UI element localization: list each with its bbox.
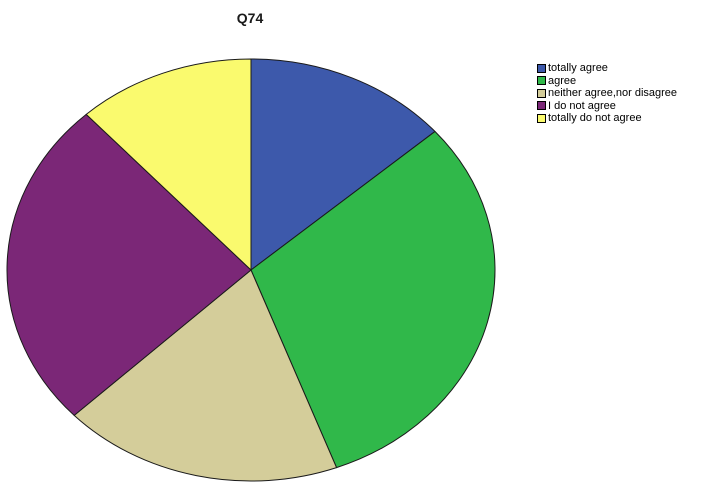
legend-item: totally agree: [537, 62, 677, 75]
legend-item: I do not agree: [537, 100, 677, 113]
legend-item: totally do not agree: [537, 112, 677, 125]
pie-slice-neither-agree-nor-disagree: [73, 269, 338, 482]
legend-label: totally do not agree: [548, 112, 642, 125]
legend-item: agree: [537, 75, 677, 88]
legend-swatch: [537, 113, 546, 123]
pie-slice-totally-agree: [250, 58, 436, 271]
pie-slice-totally-do-not-agree: [85, 58, 252, 271]
legend-swatch: [537, 88, 546, 98]
legend-item: neither agree,nor disagree: [537, 87, 677, 100]
pie-slice-agree: [250, 130, 496, 469]
chart-title: Q74: [236, 10, 264, 26]
legend: totally agree agree neither agree,nor disa…: [537, 62, 677, 125]
legend-label: I do not agree: [548, 99, 616, 112]
legend-swatch: [537, 76, 546, 86]
legend-label: agree: [548, 74, 577, 87]
legend-label: neither agree,nor disagree: [548, 87, 678, 100]
legend-swatch: [537, 101, 546, 111]
legend-label: totally agree: [548, 62, 608, 75]
legend-swatch: [537, 63, 546, 73]
pie-slices: [6, 58, 496, 482]
pie-slice-i-do-not-agree: [6, 113, 252, 416]
